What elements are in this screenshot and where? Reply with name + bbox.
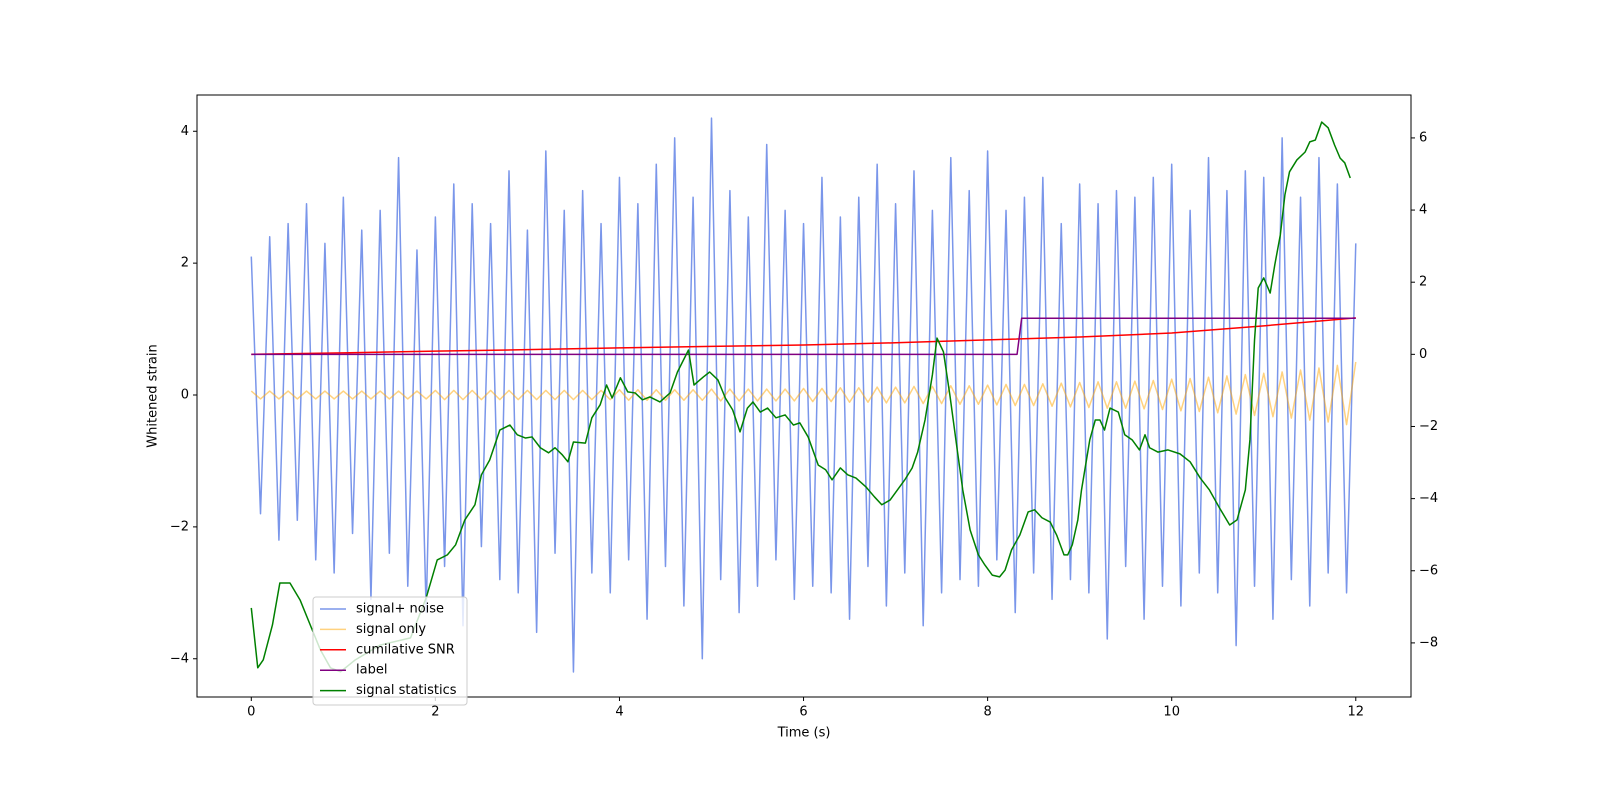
legend-label: signal statistics <box>356 683 457 698</box>
plot-area <box>250 117 1357 673</box>
x-tick-label: 2 <box>431 705 439 720</box>
legend-frame <box>312 596 468 706</box>
y-tick-label: 2 <box>181 256 189 271</box>
legend-label: cumilative SNR <box>356 642 455 657</box>
x-tick-label: 12 <box>1348 705 1365 720</box>
y-axis-label: Whitened strain <box>146 344 161 447</box>
x-tick-label: 10 <box>1163 705 1180 720</box>
legend: signal+ noise signal only cumilative SNR la… <box>312 596 468 706</box>
y-tick-label: 0 <box>181 388 189 403</box>
series-line <box>250 121 1351 673</box>
legend-label: signal+ noise <box>356 602 444 617</box>
y2-tick-label: −2 <box>1419 419 1438 434</box>
y2-tick-label: 6 <box>1419 130 1427 145</box>
x-axis-label: Time (s) <box>777 726 831 741</box>
legend-label: signal only <box>356 622 426 637</box>
legend-label: label <box>356 663 387 678</box>
series-line <box>250 361 1357 426</box>
y2-tick-label: 4 <box>1419 203 1427 218</box>
y2-tick-label: −4 <box>1419 491 1438 506</box>
x-tick-label: 6 <box>799 705 807 720</box>
y-tick-label: −2 <box>170 519 189 534</box>
x-tick-label: 4 <box>615 705 623 720</box>
y-tick-label: −4 <box>170 651 189 666</box>
y2-tick-label: 0 <box>1419 347 1427 362</box>
series-line <box>251 317 1356 356</box>
x-tick-label: 0 <box>247 705 255 720</box>
y2-tick-label: 2 <box>1419 275 1427 290</box>
y-tick-label: 4 <box>181 124 189 139</box>
series-line <box>251 317 1356 356</box>
series-line <box>250 117 1357 673</box>
y2-tick-label: −8 <box>1419 635 1438 650</box>
x-tick-label: 8 <box>983 705 991 720</box>
y2-tick-label: −6 <box>1419 563 1438 578</box>
